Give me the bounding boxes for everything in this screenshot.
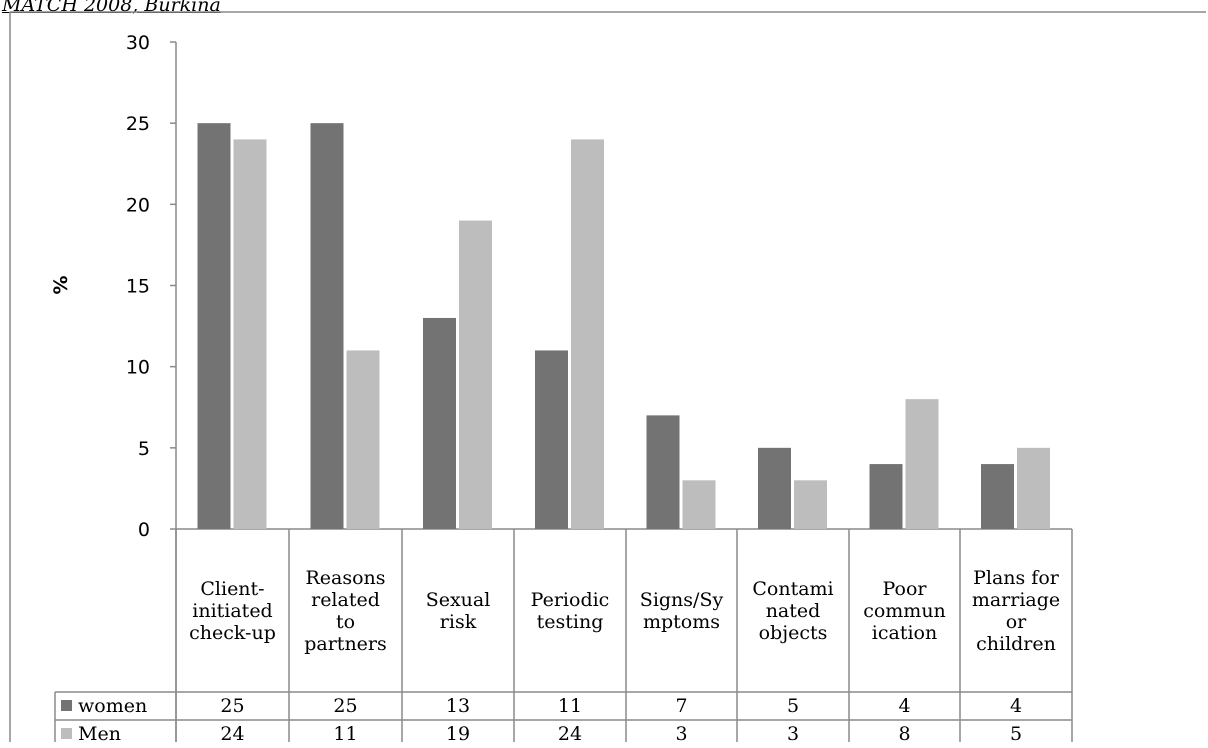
table-cell-women: 25 [220, 695, 245, 717]
category-label: Contami nated objects [737, 529, 849, 692]
category-label: Signs/Sy mptoms [626, 529, 737, 692]
table-cell-women: 7 [675, 695, 688, 717]
legend-label: women [78, 695, 148, 717]
legend-swatch [61, 728, 72, 739]
category-label-line: partners [304, 632, 387, 655]
bar-men-2 [459, 220, 492, 530]
category-label-line: or [1005, 610, 1027, 633]
table-cell-women: 5 [786, 695, 800, 717]
bar-men-7 [1017, 447, 1050, 529]
table-cell-women: 13 [445, 695, 471, 717]
bar-men-6 [905, 399, 939, 529]
y-tick-label: 20 [126, 194, 150, 216]
table-cell-men: 3 [786, 723, 800, 745]
table-cell-women: 4 [1009, 695, 1023, 717]
bar-women-1 [310, 123, 344, 530]
table-cell-men: 3 [675, 723, 688, 745]
category-label-line: ication [871, 621, 938, 644]
category-label: Poor commun ication [849, 529, 960, 692]
table-cell-men: 5 [1009, 723, 1023, 745]
category-label-line: Contami [752, 577, 834, 600]
category-label-line: related [311, 588, 380, 611]
category-label-line: Periodic [530, 588, 610, 611]
legend-entry-men: Men [61, 720, 121, 748]
bar-men-5 [794, 480, 827, 529]
category-label-line: testing [536, 610, 604, 633]
legend-entry-women: women [61, 692, 147, 720]
category-label: Periodic testing [514, 529, 626, 692]
table-cell-women: 11 [557, 695, 583, 717]
category-label-line: Signs/Sy [639, 588, 724, 611]
category-label-line: marriage [971, 588, 1061, 611]
y-tick-label: 10 [126, 357, 150, 379]
bar-men-4 [682, 480, 716, 529]
category-label-line: risk [439, 610, 477, 633]
y-tick-label: 5 [138, 438, 150, 460]
bar-women-3 [535, 350, 568, 529]
category-label: Reasons related to partners [289, 529, 402, 692]
category-label-line: objects [758, 621, 828, 644]
category-label-line: Poor [882, 577, 927, 600]
bar-men-1 [346, 350, 380, 529]
bar-men-0 [233, 139, 267, 529]
category-label-line: initiated [192, 599, 273, 622]
category-label-line: children [976, 632, 1056, 655]
category-label-line: mptoms [642, 610, 721, 633]
bar-women-4 [646, 415, 680, 529]
category-label-line: nated [765, 599, 821, 622]
y-tick-label: 15 [126, 276, 150, 298]
bar-women-6 [869, 464, 903, 529]
category-label-line: check-up [189, 621, 276, 644]
category-label-line: Sexual [425, 588, 491, 611]
bar-women-7 [981, 464, 1014, 529]
category-label: Plans for marriage or children [960, 529, 1072, 692]
table-cell-men: 19 [445, 723, 471, 745]
legend-swatch [61, 700, 72, 711]
table-cell-women: 25 [333, 695, 358, 717]
table-cell-men: 24 [220, 723, 245, 745]
category-label: Sexual risk [402, 529, 514, 692]
table-cell-women: 4 [898, 695, 911, 717]
bar-women-5 [758, 447, 791, 529]
category-label-line: Reasons [305, 566, 386, 589]
bar-men-3 [571, 139, 604, 529]
category-label-line: to [335, 610, 356, 633]
legend-label: Men [78, 723, 121, 745]
table-cell-men: 8 [898, 723, 911, 745]
y-tick-label: 0 [138, 519, 150, 541]
bar-women-2 [423, 317, 456, 529]
category-label-line: commun [863, 599, 946, 622]
category-label: Client-initiated check-up [176, 529, 289, 692]
y-tick-label: 30 [126, 32, 150, 54]
table-cell-men: 11 [333, 723, 358, 745]
bar-women-0 [197, 123, 231, 530]
y-tick-label: 25 [126, 113, 150, 135]
table-cell-men: 24 [557, 723, 583, 745]
category-label-line: Plans for [973, 566, 1059, 589]
category-label-line: Client- [200, 577, 265, 600]
